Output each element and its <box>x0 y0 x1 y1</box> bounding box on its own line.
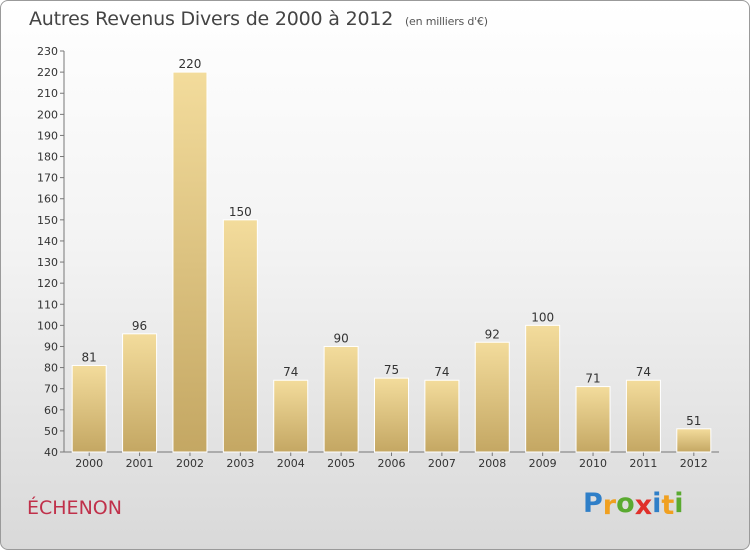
y-tick-label: 220 <box>37 66 58 79</box>
bar <box>374 377 409 453</box>
brand-logo-letter: i <box>652 488 662 519</box>
y-tick-label: 110 <box>37 298 58 311</box>
chart-title-text: Autres Revenus Divers de 2000 à 2012 <box>29 8 394 30</box>
x-tick-label: 2000 <box>75 457 103 470</box>
x-tick-label: 2012 <box>680 457 708 470</box>
bar <box>424 379 460 453</box>
bar <box>323 345 359 453</box>
y-tick-label: 210 <box>37 87 58 100</box>
data-label: 51 <box>686 414 701 428</box>
x-tick-label: 2009 <box>529 457 557 470</box>
bar <box>71 364 107 453</box>
bar <box>122 333 158 453</box>
chart-labels: 2000 81 2001 96 2002 220 2003 150 2004 74 2005 90 20… <box>75 57 708 470</box>
x-tick-label: 2004 <box>277 457 305 470</box>
x-tick-label: 2006 <box>378 457 406 470</box>
chart-subtitle: (en milliers d'€) <box>404 15 488 28</box>
y-tick-label: 180 <box>37 151 58 164</box>
data-label: 75 <box>384 363 399 377</box>
bar <box>575 386 611 453</box>
data-label: 81 <box>82 350 97 364</box>
brand-logo: Proxiti <box>583 488 684 521</box>
y-tick-label: 190 <box>37 129 58 142</box>
y-tick-label: 70 <box>44 383 58 396</box>
bar <box>172 71 208 453</box>
brand-logo-letter: t <box>661 490 675 521</box>
location-name: ÉCHENON <box>27 497 122 519</box>
y-tick-label: 200 <box>37 108 58 121</box>
data-label: 74 <box>434 365 449 379</box>
brand-logo-letter: r <box>602 490 617 521</box>
x-tick-label: 2005 <box>327 457 355 470</box>
data-label: 71 <box>585 372 600 386</box>
y-tick-label: 150 <box>37 214 58 227</box>
data-label: 90 <box>333 331 348 345</box>
bar <box>474 341 510 453</box>
y-tick-label: 120 <box>37 277 58 290</box>
data-label: 96 <box>132 319 147 333</box>
bar <box>222 219 258 453</box>
data-label: 100 <box>531 310 554 324</box>
x-tick-label: 2011 <box>629 457 657 470</box>
bar <box>676 428 712 453</box>
x-tick-label: 2010 <box>579 457 607 470</box>
data-label: 220 <box>179 57 202 71</box>
chart-title: Autres Revenus Divers de 2000 à 2012 (en… <box>29 8 488 30</box>
y-tick-label: 80 <box>44 362 58 375</box>
x-tick-label: 2003 <box>226 457 254 470</box>
data-label: 74 <box>636 365 651 379</box>
data-label: 92 <box>485 327 500 341</box>
y-tick-label: 140 <box>37 235 58 248</box>
bar <box>273 379 309 453</box>
data-label: 150 <box>229 205 252 219</box>
brand-logo-letter: i <box>674 488 684 519</box>
y-tick-label: 60 <box>44 404 58 417</box>
x-tick-label: 2001 <box>126 457 154 470</box>
bar <box>625 379 661 453</box>
y-tick-label: 130 <box>37 256 58 269</box>
y-tick-label: 90 <box>44 340 58 353</box>
x-tick-label: 2002 <box>176 457 204 470</box>
chart-bars <box>71 71 712 453</box>
x-tick-label: 2007 <box>428 457 456 470</box>
brand-logo-letter: x <box>634 490 653 521</box>
bar <box>525 324 561 453</box>
y-tick-label: 40 <box>44 446 58 459</box>
brand-logo-letter: o <box>616 488 635 519</box>
y-tick-label: 230 <box>37 45 58 58</box>
brand-logo-letter: P <box>583 488 603 519</box>
y-tick-label: 170 <box>37 172 58 185</box>
y-tick-label: 160 <box>37 193 58 206</box>
y-tick-label: 50 <box>44 425 58 438</box>
x-tick-label: 2008 <box>478 457 506 470</box>
data-label: 74 <box>283 365 298 379</box>
y-tick-label: 100 <box>37 319 58 332</box>
